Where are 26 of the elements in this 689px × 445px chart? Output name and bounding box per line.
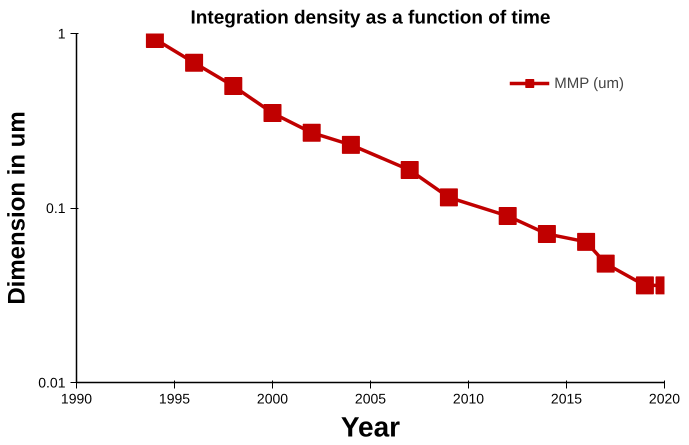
x-tick-label: 2005 <box>354 390 386 406</box>
chart-title: Integration density as a function of time <box>190 8 550 28</box>
point <box>342 136 360 154</box>
x-tick-label: 2010 <box>452 390 484 406</box>
point <box>498 206 517 225</box>
x-tick-label: 2000 <box>256 390 288 406</box>
point <box>224 77 242 96</box>
x-axis-title: Year <box>340 412 400 442</box>
x-tick-label: 1990 <box>60 390 92 406</box>
point <box>264 104 282 122</box>
point <box>185 54 204 72</box>
point <box>400 161 419 180</box>
x-tick-label: 2015 <box>550 390 582 406</box>
x-tick-label: 2020 <box>648 390 680 406</box>
y-axis-title: Dimension in um <box>3 111 30 305</box>
point <box>302 124 321 142</box>
point <box>636 276 654 294</box>
y-tick-label: 0.1 <box>46 200 66 216</box>
point <box>440 188 458 206</box>
point <box>577 232 596 251</box>
y-tick-label: 1 <box>58 26 66 42</box>
x-tick-label: 1995 <box>158 390 190 406</box>
y-tick-label: 0.01 <box>38 374 66 390</box>
point <box>596 254 615 273</box>
legend-label: MMP (um) <box>554 74 624 92</box>
point <box>538 224 556 243</box>
